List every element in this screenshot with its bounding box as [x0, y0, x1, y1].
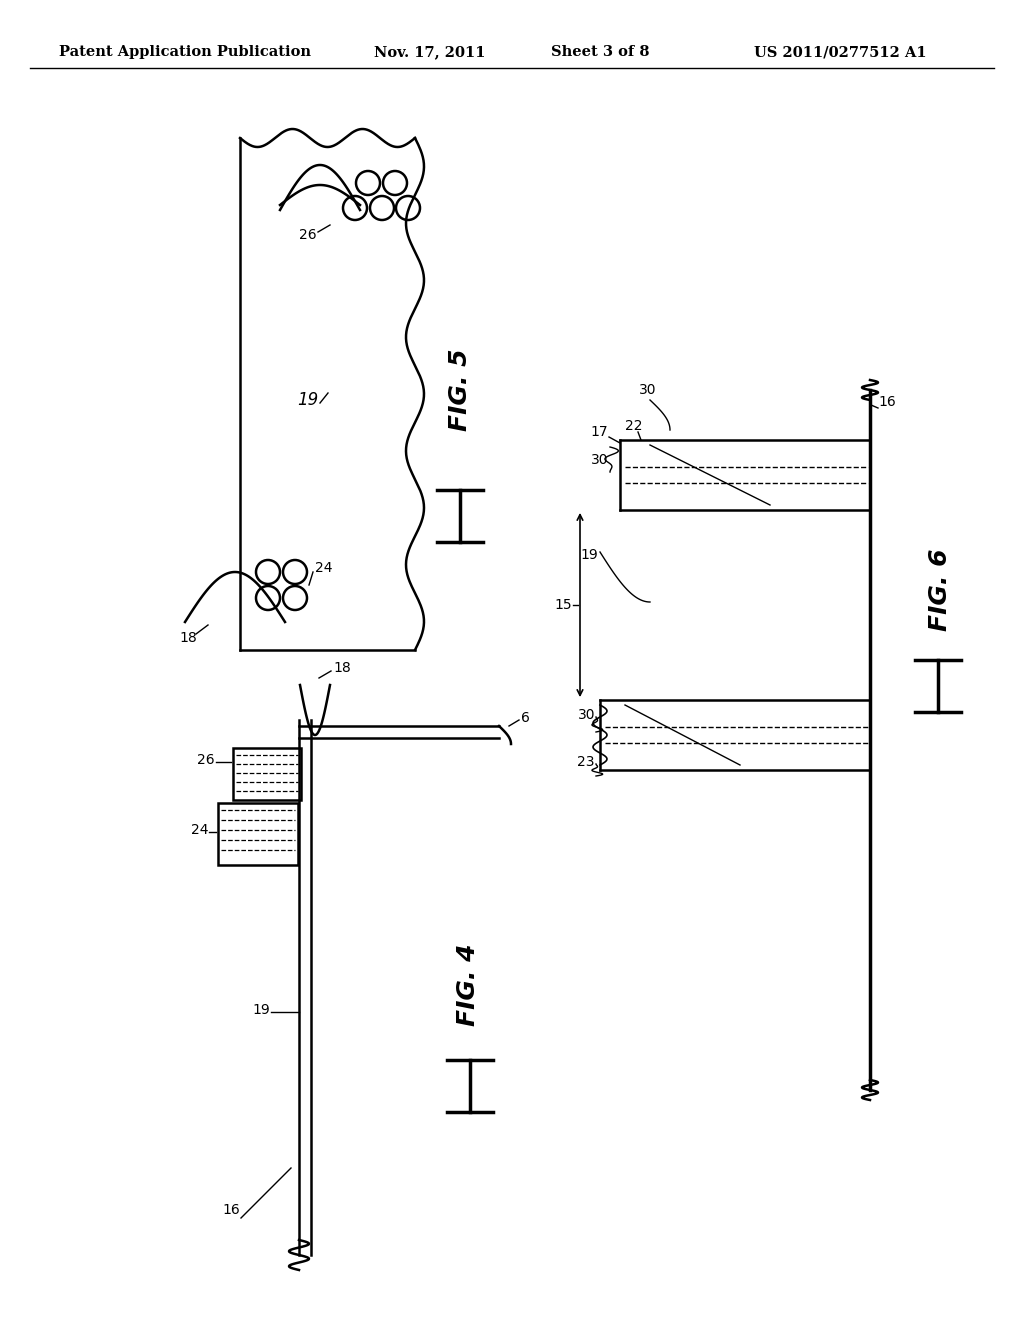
Text: 30: 30	[591, 453, 608, 467]
Text: 18: 18	[179, 631, 197, 645]
Text: 6: 6	[521, 711, 529, 725]
Text: 18: 18	[333, 661, 351, 675]
Text: 16: 16	[222, 1203, 240, 1217]
Text: 30: 30	[639, 383, 656, 397]
Text: Sheet 3 of 8: Sheet 3 of 8	[551, 45, 649, 59]
Text: FIG. 5: FIG. 5	[449, 348, 472, 432]
Bar	[218, 803, 298, 865]
Text: 24: 24	[315, 561, 333, 576]
Text: Nov. 17, 2011: Nov. 17, 2011	[374, 45, 485, 59]
Text: US 2011/0277512 A1: US 2011/0277512 A1	[754, 45, 927, 59]
Text: 24: 24	[190, 822, 208, 837]
Text: 26: 26	[198, 752, 215, 767]
Text: 23: 23	[578, 755, 595, 770]
Text: 22: 22	[625, 418, 642, 433]
Bar	[233, 748, 301, 800]
Text: Patent Application Publication: Patent Application Publication	[59, 45, 311, 59]
Text: FIG. 4: FIG. 4	[456, 944, 480, 1026]
Text: 15: 15	[554, 598, 572, 612]
Text: FIG. 6: FIG. 6	[928, 549, 952, 631]
Text: 26: 26	[299, 228, 316, 242]
Text: 19: 19	[581, 548, 598, 562]
Text: 19: 19	[252, 1003, 270, 1016]
Text: 17: 17	[591, 425, 608, 440]
Text: 19: 19	[297, 391, 318, 409]
Text: 16: 16	[878, 395, 896, 409]
Text: 30: 30	[578, 708, 595, 722]
